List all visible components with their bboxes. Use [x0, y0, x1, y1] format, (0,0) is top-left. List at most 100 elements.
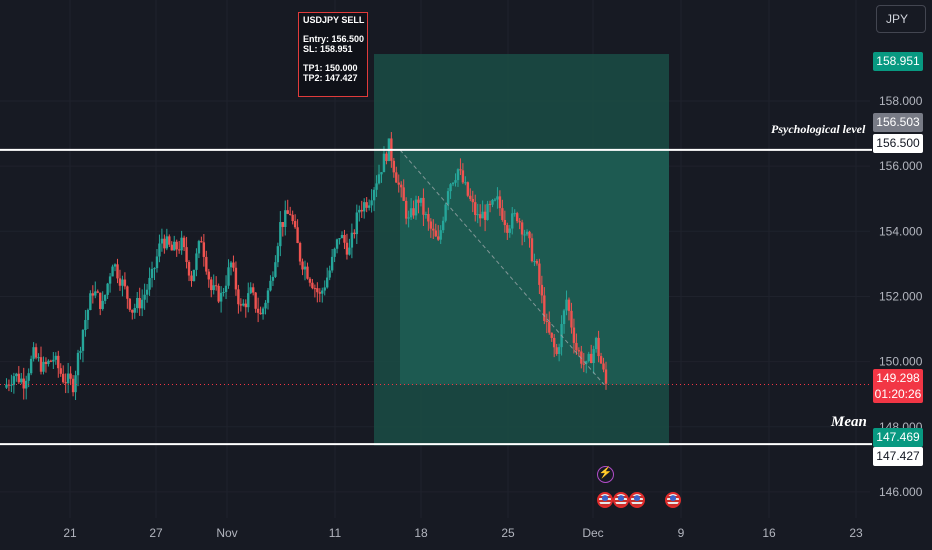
candle-body — [249, 287, 252, 294]
candle-body — [62, 373, 65, 383]
trend-line — [399, 149, 605, 385]
candle-body — [407, 217, 410, 219]
x-tick-label: 23 — [849, 526, 863, 540]
candle-body — [550, 332, 553, 338]
candle-body — [543, 295, 546, 321]
trade-info-box: USDJPY SELL Entry: 156.500 SL: 158.951 T… — [298, 12, 368, 97]
candle-body — [103, 294, 107, 301]
candle-body — [47, 360, 50, 365]
us-flag-icon[interactable] — [629, 492, 645, 508]
candle-body — [37, 357, 40, 359]
candle-body — [91, 293, 95, 296]
candle-body — [437, 236, 440, 240]
candle-body — [540, 284, 544, 296]
candle-body — [49, 360, 53, 362]
candle-body — [145, 289, 149, 295]
candle-body — [210, 279, 213, 291]
mean-label: Mean — [831, 414, 867, 430]
candle-body — [434, 230, 437, 237]
candle-body — [165, 236, 169, 249]
candle-body — [244, 303, 247, 308]
candle-body — [530, 238, 534, 262]
candle-body — [224, 285, 228, 292]
candle-body — [207, 271, 210, 280]
candle-body — [284, 210, 287, 227]
candle-body — [256, 308, 260, 313]
candle-body — [197, 241, 201, 254]
candle-body — [427, 214, 430, 222]
candle-body — [113, 264, 117, 267]
candle-body — [404, 200, 408, 219]
candle-body — [538, 263, 541, 285]
candle-body — [565, 299, 568, 311]
candle-body — [158, 243, 161, 257]
candle-body — [454, 180, 457, 183]
candle-body — [419, 197, 423, 203]
candle-body — [572, 327, 576, 343]
candle-body — [131, 309, 134, 313]
candle-body — [316, 288, 319, 293]
candle-body — [528, 231, 531, 239]
candle-body — [205, 256, 208, 272]
candle-body — [101, 300, 104, 309]
candle-body — [592, 349, 595, 364]
x-tick-label: 18 — [414, 526, 428, 540]
candle-body — [69, 373, 72, 379]
candle-body — [121, 279, 124, 286]
candle-body — [96, 291, 99, 293]
candle-body — [363, 202, 366, 212]
candle-body — [372, 189, 376, 201]
candle-body — [86, 310, 90, 320]
candle-body — [219, 292, 223, 302]
us-flag-icon[interactable] — [597, 492, 613, 508]
candle-body — [491, 200, 494, 205]
lightning-icon[interactable]: ⚡ — [597, 466, 614, 483]
candle-body — [217, 285, 220, 302]
mean-price-badge: 147.469 — [873, 428, 923, 447]
y-tick-label: 150.000 — [879, 355, 923, 369]
candle-body — [66, 373, 70, 384]
us-flag-icon[interactable] — [613, 492, 629, 508]
y-tick-label: 156.000 — [879, 159, 923, 173]
candle-body — [133, 308, 136, 313]
candle-body — [54, 355, 58, 360]
candle-body — [360, 209, 363, 212]
candle-body — [395, 172, 398, 183]
y-tick-label: 146.000 — [879, 485, 923, 499]
y-tick-label: 154.000 — [879, 224, 923, 238]
candle-body — [330, 256, 334, 271]
us-flag-icon[interactable] — [665, 492, 681, 508]
candle-body — [168, 236, 171, 245]
candle-body — [321, 290, 324, 294]
x-tick-label: Dec — [582, 526, 603, 540]
candle-body — [562, 310, 566, 325]
candle-body — [469, 195, 472, 199]
candle-body — [291, 214, 294, 222]
candle-body — [345, 242, 349, 255]
candle-body — [385, 153, 388, 161]
candle-body — [20, 378, 23, 383]
candle-body — [259, 312, 262, 315]
currency-button[interactable]: JPY — [876, 5, 926, 33]
y-axis: 146.000148.000150.000152.000154.000156.0… — [879, 94, 923, 499]
candle-body — [276, 246, 280, 263]
candle-body — [397, 182, 400, 185]
y-tick-label: 158.000 — [879, 94, 923, 108]
candle-body — [575, 342, 578, 351]
candle-body — [313, 288, 317, 290]
candle-body — [22, 378, 25, 389]
y-tick-label: 152.000 — [879, 289, 923, 303]
candle-body — [409, 208, 413, 218]
candle-body — [192, 269, 196, 281]
candle-body — [545, 320, 548, 323]
candle-body — [34, 347, 38, 358]
candle-body — [400, 184, 403, 188]
candle-body — [306, 266, 309, 279]
trade-tp1: TP1: 150.000 — [303, 63, 358, 73]
candle-body — [392, 160, 396, 173]
candle-body — [15, 373, 18, 377]
candle-body — [451, 182, 455, 185]
tp2-price-badge: 147.427 — [873, 447, 923, 466]
trade-title: USDJPY SELL — [303, 15, 365, 25]
